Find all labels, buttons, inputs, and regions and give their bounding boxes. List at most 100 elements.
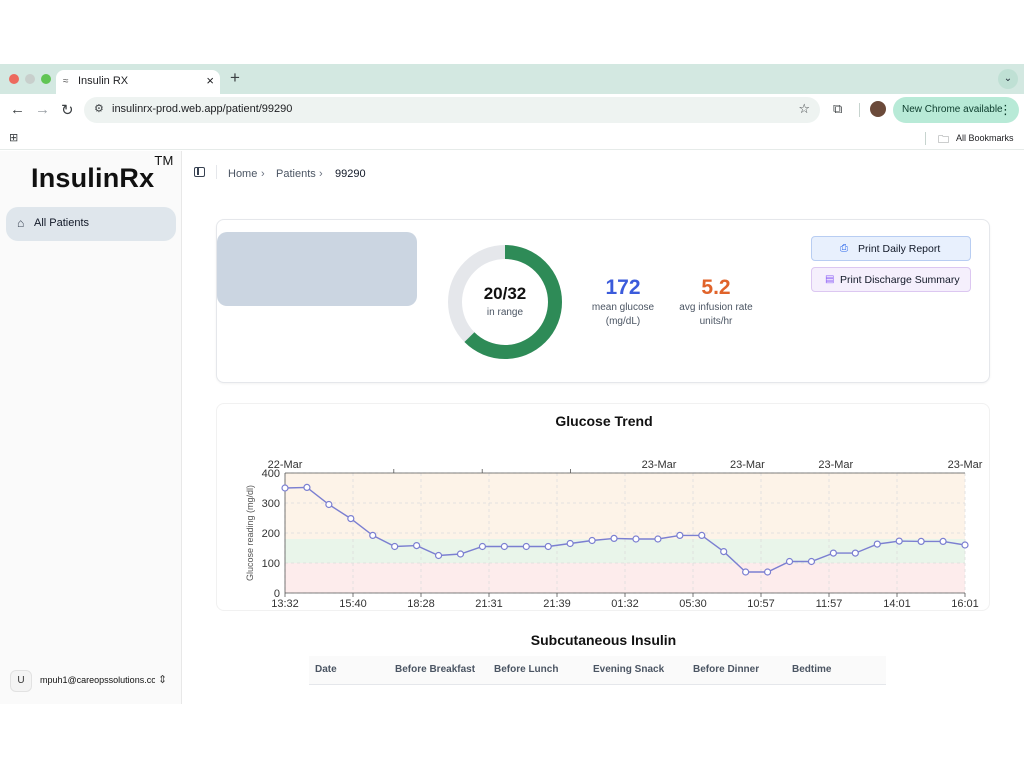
data-point <box>961 541 969 549</box>
logo-trademark: TM <box>154 153 174 168</box>
data-point <box>281 484 289 492</box>
forward-icon[interactable]: → <box>35 101 50 118</box>
sidebar: InsulinRxTM ⌂ All Patients U mpuh1@careo… <box>0 151 182 704</box>
bookmarks-divider <box>925 132 926 145</box>
y-tick-label: 200 <box>262 528 280 540</box>
chrome-menu-icon[interactable]: ⋮ <box>999 102 1012 117</box>
data-point <box>588 536 596 545</box>
folder-icon: 🗀 <box>938 134 949 146</box>
minimize-window-button[interactable] <box>25 74 35 84</box>
site-info-icon[interactable]: ⚙ <box>94 103 104 115</box>
column-header-before-dinner: Before Dinner <box>693 664 760 676</box>
favicon-icon: ≈ <box>63 76 69 87</box>
x-tick-label: 05:30 <box>679 598 707 610</box>
top-date-label: 23-Mar <box>818 459 853 471</box>
data-point <box>434 551 443 560</box>
x-tick-label: 21:31 <box>475 598 503 610</box>
data-point <box>413 542 421 550</box>
data-point <box>303 483 311 492</box>
data-point <box>720 548 728 556</box>
column-header-date: Date <box>315 664 337 676</box>
avatar: U <box>10 670 32 692</box>
breadcrumb-home[interactable]: Home <box>228 168 258 180</box>
browser-tab[interactable]: ≈ Insulin RX × <box>56 70 220 94</box>
glucose-series-line <box>284 486 966 573</box>
glucose-trend-chart: 0 100 200 300 400 13:32 15:40 18:28 21:31 21:39 01… <box>245 459 983 610</box>
y-tick-label: 100 <box>262 558 280 570</box>
profile-avatar[interactable] <box>870 101 886 117</box>
in-range-label: in range <box>486 307 524 318</box>
close-window-button[interactable] <box>9 74 19 84</box>
data-point <box>939 537 947 545</box>
subcutaneous-insulin-title: Subcutaneous Insulin <box>530 632 677 648</box>
bookmark-star-icon[interactable]: ☆ <box>798 101 810 116</box>
home-icon: ⌂ <box>17 216 25 230</box>
extensions-icon[interactable]: ⧉ <box>833 101 843 116</box>
bookmarks-bar: ⊞ 🗀 All Bookmarks <box>0 126 1024 150</box>
print-discharge-summary-button[interactable]: ▤ Print Discharge Summary <box>811 267 971 292</box>
data-point <box>325 500 333 509</box>
data-point <box>566 539 574 548</box>
x-tick-label: 15:40 <box>339 598 367 610</box>
print-daily-label: Print Daily Report <box>858 243 941 255</box>
glucose-trend-card: Glucose Trend 0 100 200 300 400 13:32 15:40 18:… <box>216 403 990 611</box>
url-text[interactable]: insulinrx-prod.web.app/patient/99290 <box>112 103 293 115</box>
maximize-window-button[interactable] <box>41 74 51 84</box>
address-bar[interactable]: ⚙ insulinrx-prod.web.app/patient/99290 ☆ <box>84 97 820 123</box>
browser-window: ≈ Insulin RX × + ⌄ ← → ↻ ⚙ insulinrx-pro… <box>0 64 1024 704</box>
logo-text: InsulinRx <box>31 163 155 193</box>
mean-glucose-label: mean glucose (mg/dL) <box>583 301 663 329</box>
new-chrome-button[interactable]: New Chrome available ⋮ <box>893 97 1019 123</box>
data-point <box>478 542 487 551</box>
chart-title: Glucose Trend <box>555 413 653 429</box>
data-point <box>917 537 925 545</box>
top-date-label: 23-Mar <box>730 459 765 471</box>
browser-toolbar: ← → ↻ ⚙ insulinrx-prod.web.app/patient/9… <box>0 94 1024 126</box>
x-tick-label: 10:57 <box>747 598 775 610</box>
back-icon[interactable]: ← <box>10 101 25 118</box>
data-point <box>676 531 684 539</box>
y-tick-label: 400 <box>262 468 280 480</box>
user-menu[interactable]: U mpuh1@careopssolutions.com ⇕ <box>10 670 175 692</box>
data-point <box>895 537 903 545</box>
new-tab-icon[interactable]: + <box>230 68 240 87</box>
x-tick-label: 11:57 <box>816 598 843 610</box>
apps-grid-icon[interactable]: ⊞ <box>9 132 19 144</box>
breadcrumb-patients[interactable]: Patients <box>276 168 316 180</box>
tab-strip: ≈ Insulin RX × + ⌄ <box>0 64 1024 94</box>
print-daily-report-button[interactable]: ⎙ Print Daily Report <box>811 236 971 261</box>
chevron-up-down-icon[interactable]: ⇕ <box>158 674 168 686</box>
mean-glucose-label-line1: mean glucose <box>591 302 655 313</box>
data-point <box>851 549 859 557</box>
printer-icon: ⎙ <box>840 243 848 254</box>
data-point <box>544 542 552 551</box>
chevron-right-icon: › <box>319 168 323 180</box>
column-header-before-lunch: Before Lunch <box>494 664 559 676</box>
data-point <box>369 531 377 539</box>
data-point <box>742 568 750 576</box>
mean-glucose-value: 172 <box>605 276 641 299</box>
sidebar-toggle-icon[interactable] <box>194 167 205 177</box>
data-point <box>500 542 508 551</box>
x-tick-label: 13:32 <box>271 598 299 610</box>
close-tab-icon[interactable]: × <box>206 73 214 88</box>
data-point <box>391 542 399 551</box>
data-point <box>785 557 794 566</box>
infusion-label-line2: units/hr <box>699 316 733 327</box>
y-axis-label: Glucose reading (mg/dl) <box>245 485 255 581</box>
data-point <box>807 557 816 566</box>
x-tick-label: 01:32 <box>611 598 639 610</box>
table-header-row: Date Before Breakfast Before Lunch Eveni… <box>309 656 886 684</box>
sidebar-item-all-patients[interactable]: ⌂ All Patients <box>6 207 176 241</box>
all-bookmarks-link[interactable]: All Bookmarks <box>956 133 1014 143</box>
patient-info-placeholder <box>217 232 417 306</box>
data-point <box>610 534 618 542</box>
mean-glucose-label-line2: (mg/dL) <box>605 316 641 327</box>
column-header-evening-snack: Evening Snack <box>593 664 665 676</box>
column-header-before-breakfast: Before Breakfast <box>395 664 476 676</box>
in-range-value: 20/32 <box>483 284 527 303</box>
reload-icon[interactable]: ↻ <box>61 102 74 119</box>
tab-search-icon[interactable]: ⌄ <box>998 69 1018 89</box>
top-date-label: 23-Mar <box>948 459 983 471</box>
tab-title: Insulin RX <box>78 75 129 87</box>
